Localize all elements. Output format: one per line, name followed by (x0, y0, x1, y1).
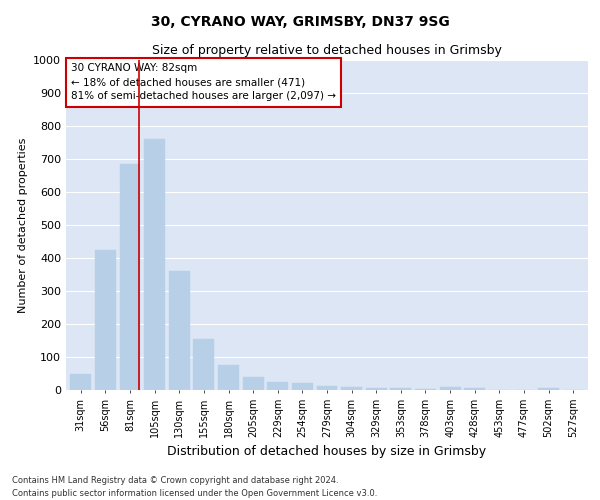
Bar (119, 164, 140, 390)
Bar (95, 250, 116, 390)
Bar (464, 388, 485, 390)
Bar (317, 386, 337, 390)
Title: Size of property relative to detached houses in Grimsby: Size of property relative to detached ho… (152, 44, 502, 58)
Bar (70, 374, 91, 390)
Bar (169, 271, 190, 390)
Bar (366, 388, 387, 390)
X-axis label: Distribution of detached houses by size in Grimsby: Distribution of detached houses by size … (167, 446, 487, 458)
Bar (218, 365, 239, 390)
Bar (267, 382, 288, 390)
Text: 30 CYRANO WAY: 82sqm
← 18% of detached houses are smaller (471)
81% of semi-deta: 30 CYRANO WAY: 82sqm ← 18% of detached h… (71, 64, 336, 102)
Bar (391, 388, 412, 390)
Bar (193, 339, 214, 390)
Text: 30, CYRANO WAY, GRIMSBY, DN37 9SG: 30, CYRANO WAY, GRIMSBY, DN37 9SG (151, 15, 449, 29)
Bar (341, 388, 362, 390)
Bar (242, 378, 263, 390)
Bar (415, 388, 436, 390)
Bar (144, 139, 165, 390)
Bar (440, 388, 461, 390)
Y-axis label: Number of detached properties: Number of detached properties (17, 138, 28, 312)
Text: Contains public sector information licensed under the Open Government Licence v3: Contains public sector information licen… (12, 488, 377, 498)
Bar (538, 388, 559, 390)
Bar (292, 384, 313, 390)
Text: Contains HM Land Registry data © Crown copyright and database right 2024.: Contains HM Land Registry data © Crown c… (12, 476, 338, 485)
